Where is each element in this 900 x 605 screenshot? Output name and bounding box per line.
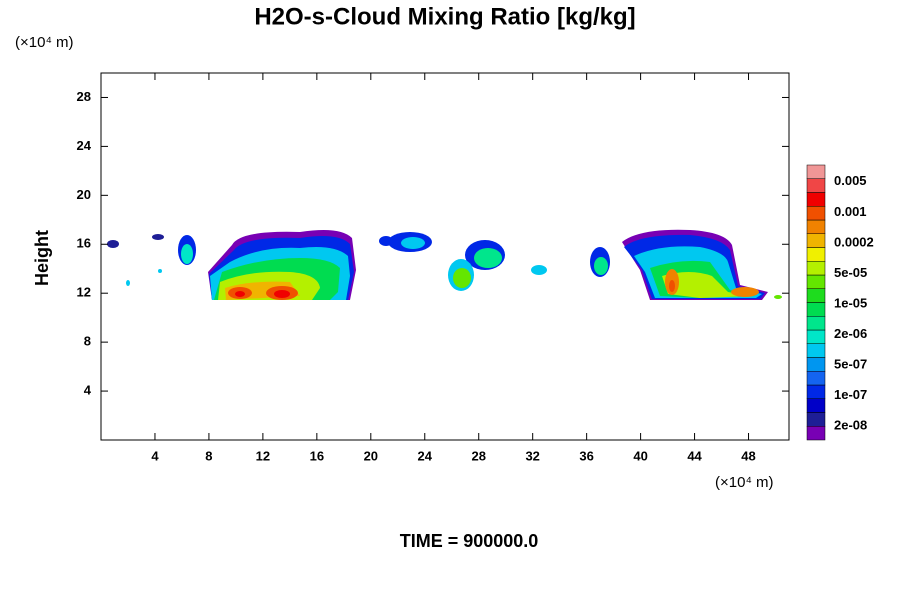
colorbar-swatch bbox=[806, 288, 826, 303]
x-tick-label: 40 bbox=[633, 448, 647, 463]
x-tick-label: 12 bbox=[256, 448, 270, 463]
colorbar-label: 0.001 bbox=[834, 204, 867, 219]
x-tick-label: 16 bbox=[310, 448, 324, 463]
colorbar-label: 2e-06 bbox=[834, 326, 867, 341]
chart-title: H2O-s-Cloud Mixing Ratio [kg/kg] bbox=[254, 3, 635, 30]
x-tick-label: 48 bbox=[741, 448, 755, 463]
colorbar-label: 1e-05 bbox=[834, 295, 867, 310]
colorbar-swatch bbox=[806, 164, 826, 179]
colorbar-swatch bbox=[806, 233, 826, 248]
colorbar-swatch bbox=[806, 192, 826, 207]
colorbar-swatch bbox=[806, 384, 826, 399]
colorbar-label: 0.0002 bbox=[834, 234, 874, 249]
y-tick-label: 8 bbox=[84, 334, 91, 349]
colorbar-swatch bbox=[806, 219, 826, 234]
colorbar-label: 1e-07 bbox=[834, 387, 867, 402]
y-tick-label: 12 bbox=[77, 285, 91, 300]
colorbar-swatch bbox=[806, 412, 826, 427]
colorbar-swatch bbox=[806, 371, 826, 386]
y-tick-label: 28 bbox=[77, 89, 91, 104]
y-tick-label: 24 bbox=[77, 138, 92, 153]
colorbar-label: 2e-08 bbox=[834, 418, 867, 433]
cloud-field bbox=[107, 229, 782, 300]
colorbar-swatch bbox=[806, 426, 826, 441]
y-axis-label: Height bbox=[32, 230, 52, 286]
x-tick-label: 36 bbox=[579, 448, 593, 463]
x-tick-label: 32 bbox=[525, 448, 539, 463]
y-tick-label: 4 bbox=[84, 383, 92, 398]
colorbar-swatch bbox=[806, 261, 826, 276]
x-tick-label: 44 bbox=[687, 448, 702, 463]
colorbar-swatch bbox=[806, 316, 826, 331]
x-tick-label: 20 bbox=[364, 448, 378, 463]
colorbar-label: 0.005 bbox=[834, 173, 867, 188]
x-tick-label: 4 bbox=[151, 448, 159, 463]
plot-frame bbox=[100, 72, 790, 441]
footer: TIME = 900000.0 bbox=[400, 531, 539, 551]
colorbar-swatch bbox=[806, 178, 826, 193]
x-tick-label: 8 bbox=[205, 448, 212, 463]
y-tick-label: 16 bbox=[77, 236, 91, 251]
colorbar-swatch bbox=[806, 274, 826, 289]
colorbar-swatch bbox=[806, 357, 826, 372]
y-unit: (×10⁴ m) bbox=[15, 34, 74, 51]
colorbar-label: 5e-05 bbox=[834, 265, 867, 280]
x-unit: (×10⁴ m) bbox=[715, 474, 774, 491]
colorbar-label: 5e-07 bbox=[834, 357, 867, 372]
colorbar-swatch bbox=[806, 206, 826, 221]
y-tick-label: 20 bbox=[77, 187, 91, 202]
colorbar-swatch bbox=[806, 247, 826, 262]
colorbar-swatch bbox=[806, 329, 826, 344]
x-tick-label: 28 bbox=[471, 448, 485, 463]
colorbar-swatch bbox=[806, 398, 826, 413]
colorbar-swatch bbox=[806, 302, 826, 317]
colorbar-swatch bbox=[806, 343, 826, 358]
x-tick-label: 24 bbox=[418, 448, 433, 463]
